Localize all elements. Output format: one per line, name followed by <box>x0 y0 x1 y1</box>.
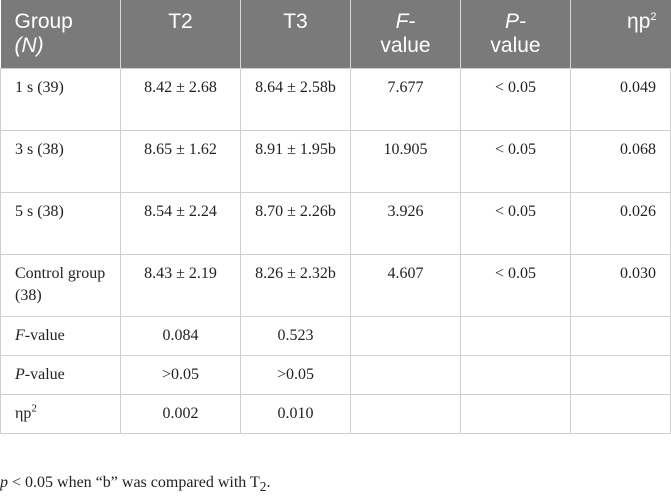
cell-group: 5 s (38) <box>0 192 121 255</box>
p-value-row: P-value >0.05 >0.05 <box>0 355 671 395</box>
eta-row: ηp2 0.002 0.010 <box>0 394 671 434</box>
header-eta: ηp2 <box>570 0 671 69</box>
cell-t2: 8.43 ± 2.19 <box>120 254 241 317</box>
cell-p: < 0.05 <box>460 68 571 131</box>
cell-empty <box>570 316 671 356</box>
table-row: 5 s (38) 8.54 ± 2.24 8.70 ± 2.26b 3.926 … <box>0 192 671 255</box>
cell-empty <box>460 394 571 434</box>
cell-empty <box>350 316 461 356</box>
cell-p: < 0.05 <box>460 192 571 255</box>
cell-p-label: P-value <box>0 355 121 395</box>
cell-t3: 8.70 ± 2.26b <box>240 192 351 255</box>
cell-empty <box>570 355 671 395</box>
cell-eta: 0.068 <box>570 130 671 193</box>
header-group: Group (N) <box>0 0 121 69</box>
cell-empty <box>350 355 461 395</box>
cell-f: 3.926 <box>350 192 461 255</box>
table-row: 1 s (39) 8.42 ± 2.68 8.64 ± 2.58b 7.677 … <box>0 68 671 131</box>
cell-t3: 8.26 ± 2.32b <box>240 254 351 317</box>
cell-eta: 0.049 <box>570 68 671 131</box>
cell-group: Control group (38) <box>0 254 121 317</box>
header-f-value: F- value <box>350 0 461 69</box>
table-row: Control group (38) 8.43 ± 2.19 8.26 ± 2.… <box>0 254 671 317</box>
table-footnote: p < 0.05 when “b” was compared with T2. <box>0 474 271 495</box>
results-table: Group (N) T2 T3 F- value P- value ηp2 <box>0 0 671 434</box>
cell-t2: 8.65 ± 1.62 <box>120 130 241 193</box>
cell-t2: >0.05 <box>120 355 241 395</box>
cell-t3: 0.523 <box>240 316 351 356</box>
cell-f: 7.677 <box>350 68 461 131</box>
cell-f-label: F-value <box>0 316 121 356</box>
cell-eta-label: ηp2 <box>0 394 121 434</box>
cell-empty <box>350 394 461 434</box>
cell-eta: 0.030 <box>570 254 671 317</box>
cell-eta: 0.026 <box>570 192 671 255</box>
cell-t3: >0.05 <box>240 355 351 395</box>
cell-t2: 0.002 <box>120 394 241 434</box>
cell-t2: 0.084 <box>120 316 241 356</box>
results-table-container: Group (N) T2 T3 F- value P- value ηp2 <box>0 0 671 434</box>
cell-group: 1 s (39) <box>0 68 121 131</box>
header-p-value: P- value <box>460 0 571 69</box>
f-value-row: F-value 0.084 0.523 <box>0 316 671 356</box>
cell-t2: 8.42 ± 2.68 <box>120 68 241 131</box>
table-row: 3 s (38) 8.65 ± 1.62 8.91 ± 1.95b 10.905… <box>0 130 671 193</box>
cell-group: 3 s (38) <box>0 130 121 193</box>
cell-p: < 0.05 <box>460 254 571 317</box>
cell-t3: 8.64 ± 2.58b <box>240 68 351 131</box>
header-t3: T3 <box>240 0 351 69</box>
cell-f: 10.905 <box>350 130 461 193</box>
header-t2: T2 <box>120 0 241 69</box>
cell-p: < 0.05 <box>460 130 571 193</box>
cell-f: 4.607 <box>350 254 461 317</box>
cell-empty <box>570 394 671 434</box>
cell-t2: 8.54 ± 2.24 <box>120 192 241 255</box>
cell-t3: 0.010 <box>240 394 351 434</box>
cell-empty <box>460 355 571 395</box>
header-row: Group (N) T2 T3 F- value P- value ηp2 <box>0 0 671 69</box>
cell-empty <box>460 316 571 356</box>
cell-t3: 8.91 ± 1.95b <box>240 130 351 193</box>
